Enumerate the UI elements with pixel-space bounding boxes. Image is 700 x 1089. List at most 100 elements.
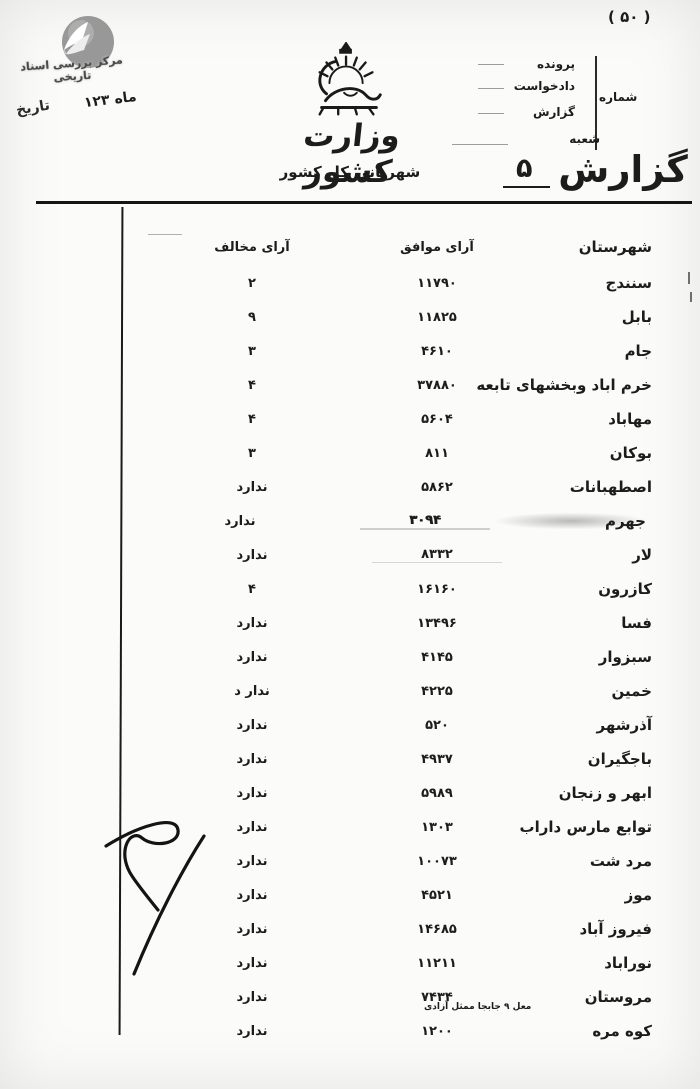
- page-number: ( ۵۰ ): [608, 8, 651, 26]
- votes-no-cell: ۴: [248, 411, 256, 427]
- votes-yes-cell: ۸۱۱: [425, 445, 449, 461]
- votes-yes-cell: ۴۹۳۷: [421, 751, 453, 767]
- handwritten-report-number: ۵: [516, 153, 533, 184]
- archive-stamp-text: مرکز بررسی اسناد تاریخی: [19, 53, 124, 85]
- votes-no-cell: ندارد: [236, 887, 268, 903]
- city-cell: مروستان: [584, 988, 652, 1006]
- votes-no-cell: ۲: [248, 275, 256, 291]
- table-row: جام ۴۶۱۰ ۳: [40, 334, 652, 368]
- votes-yes-cell: ۱۱۸۲۵: [417, 309, 457, 325]
- votes-yes-cell: ۴۶۱۰: [421, 343, 453, 359]
- votes-no-cell: ۳: [248, 445, 256, 461]
- votes-yes-cell: ۱۱۲۱۱: [417, 955, 457, 971]
- table-row: فیروز آباد ۱۴۶۸۵ ندارد: [40, 912, 652, 946]
- votes-yes-cell: ۵۶۰۴: [421, 411, 453, 427]
- votes-no-cell: ندارد: [236, 751, 268, 767]
- table-row: مرد شت ۱۰۰۷۳ ندارد: [40, 844, 652, 878]
- city-cell: فسا: [621, 614, 652, 632]
- city-cell: مرد شت: [589, 852, 652, 870]
- leader-line: [478, 64, 504, 65]
- votes-yes-cell: ۴۲۲۵: [421, 683, 453, 699]
- table-row: جهرم ۳۰۹۴ ندارد: [40, 504, 652, 538]
- votes-yes-cell: ۸۳۳۲: [372, 547, 502, 563]
- table-row: کازرون ۱۶۱۶۰ ۴: [40, 572, 652, 606]
- edge-mark: [688, 272, 690, 284]
- table-row: اصطهبانات ۵۸۶۲ ندارد: [40, 470, 652, 504]
- ref-item-petition: دادخواست: [513, 79, 575, 93]
- votes-no-cell: ندارد: [236, 989, 268, 1005]
- report-number-underline: [503, 186, 550, 188]
- serial-number-label: شماره: [599, 90, 638, 104]
- ref-item-dossier: پرونده: [537, 57, 575, 71]
- city-cell: موز: [624, 886, 652, 904]
- city-cell: جهرم: [490, 512, 652, 530]
- ref-item-branch: شعبه: [569, 132, 600, 146]
- date-label: تاریخ: [14, 97, 51, 119]
- table-row: خرم اباد وبخشهای تابعه ۳۷۸۸۰ ۴: [40, 368, 652, 402]
- votes-no-cell: ندارد: [236, 479, 268, 495]
- footnote-annotation: معل ۹ جابجا ممثل آزادی: [424, 1002, 532, 1012]
- table-row: موز ۴۵۲۱ ندارد: [40, 878, 652, 912]
- faint-dash: [148, 234, 182, 235]
- city-cell: لار: [632, 546, 652, 564]
- header-votes-no: آرای مخالف: [214, 239, 290, 255]
- votes-yes-cell: ۱۴۶۸۵: [417, 921, 457, 937]
- city-cell: خمین: [611, 682, 653, 700]
- votes-no-cell: ندارد: [236, 1023, 268, 1039]
- city-cell: آذرشهر: [596, 716, 652, 734]
- votes-yes-cell: ۳۰۹۴: [360, 513, 490, 530]
- table-row: لار ۸۳۳۲ ندارد: [40, 538, 652, 572]
- city-cell: جام: [624, 342, 652, 360]
- city-cell: فیروز آباد: [579, 920, 652, 938]
- ref-block-divider: [595, 56, 597, 150]
- date-value: ماه ۱۲۳: [83, 88, 138, 112]
- city-cell: ابهر و زنجان: [558, 784, 652, 802]
- table-row: باجگیران ۴۹۳۷ ندارد: [40, 742, 652, 776]
- city-cell: بابل: [621, 308, 652, 326]
- votes-yes-cell: ۱۳۰۳: [421, 819, 453, 835]
- votes-no-cell: ندارد: [236, 921, 268, 937]
- votes-yes-cell: ۷۴۳۴: [421, 989, 453, 1005]
- city-cell: مهاباد: [608, 410, 652, 428]
- table-row: مهاباد ۵۶۰۴ ۴: [40, 402, 652, 436]
- votes-yes-cell: ۵۲۰: [425, 717, 449, 733]
- report-table-body: سنندج ۱۱۷۹۰ ۲ بابل ۱۱۸۲۵ ۹ جام ۴۶۱۰ ۳ خرم اباد وب…: [40, 266, 652, 1048]
- table-header-row: شهرستان آرای موافق آرای مخالف: [40, 228, 652, 266]
- votes-yes-cell: ۵۹۸۹: [421, 785, 453, 801]
- table-row: نوراباد ۱۱۲۱۱ ندارد: [40, 946, 652, 980]
- votes-no-cell: ۴: [248, 377, 256, 393]
- city-cell: نوراباد: [604, 954, 652, 972]
- votes-yes-cell: ۱۰۰۷۳: [417, 853, 457, 869]
- table-row: مروستان ۷۴۳۴ ندارد: [40, 980, 652, 1014]
- table-row: خمین ۴۲۲۵ ندار د: [40, 674, 652, 708]
- votes-no-cell: ندارد: [236, 717, 268, 733]
- leader-line: [452, 144, 508, 145]
- leader-line: [478, 113, 504, 114]
- votes-yes-cell: ۱۳۴۹۶: [417, 615, 457, 631]
- table-row: کوه مره ۱۲۰۰ ندارد: [40, 1014, 652, 1048]
- votes-no-cell: ندارد: [236, 785, 268, 801]
- votes-no-cell: ندارد: [224, 513, 256, 529]
- votes-no-cell: ۴: [248, 581, 256, 597]
- votes-no-cell: ۹: [248, 309, 256, 325]
- votes-no-cell: ندارد: [236, 955, 268, 971]
- votes-no-cell: ندارد: [236, 819, 268, 835]
- department-title: شهربانی کل کشور: [279, 163, 421, 181]
- votes-no-cell: ندارد: [236, 615, 268, 631]
- votes-yes-cell: ۴۵۲۱: [421, 887, 453, 903]
- votes-no-cell: ندارد: [236, 853, 268, 869]
- city-cell: باجگیران: [587, 750, 652, 768]
- table-row: سبزوار ۴۱۴۵ ندارد: [40, 640, 652, 674]
- table-row: سنندج ۱۱۷۹۰ ۲: [40, 266, 652, 300]
- votes-no-cell: ندارد: [236, 649, 268, 665]
- votes-table: شهرستان آرای موافق آرای مخالف سنندج ۱۱۷۹۰…: [40, 228, 652, 1048]
- city-cell: سنندج: [605, 274, 652, 292]
- table-row: ابهر و زنجان ۵۹۸۹ ندارد: [40, 776, 652, 810]
- votes-yes-cell: ۵۸۶۲: [421, 479, 453, 495]
- votes-yes-cell: ۱۱۷۹۰: [417, 275, 457, 291]
- votes-yes-cell: ۴۱۴۵: [421, 649, 453, 665]
- leader-line: [478, 88, 504, 89]
- votes-no-cell: ندار د: [234, 683, 270, 699]
- votes-yes-cell: ۳۷۸۸۰: [417, 377, 457, 393]
